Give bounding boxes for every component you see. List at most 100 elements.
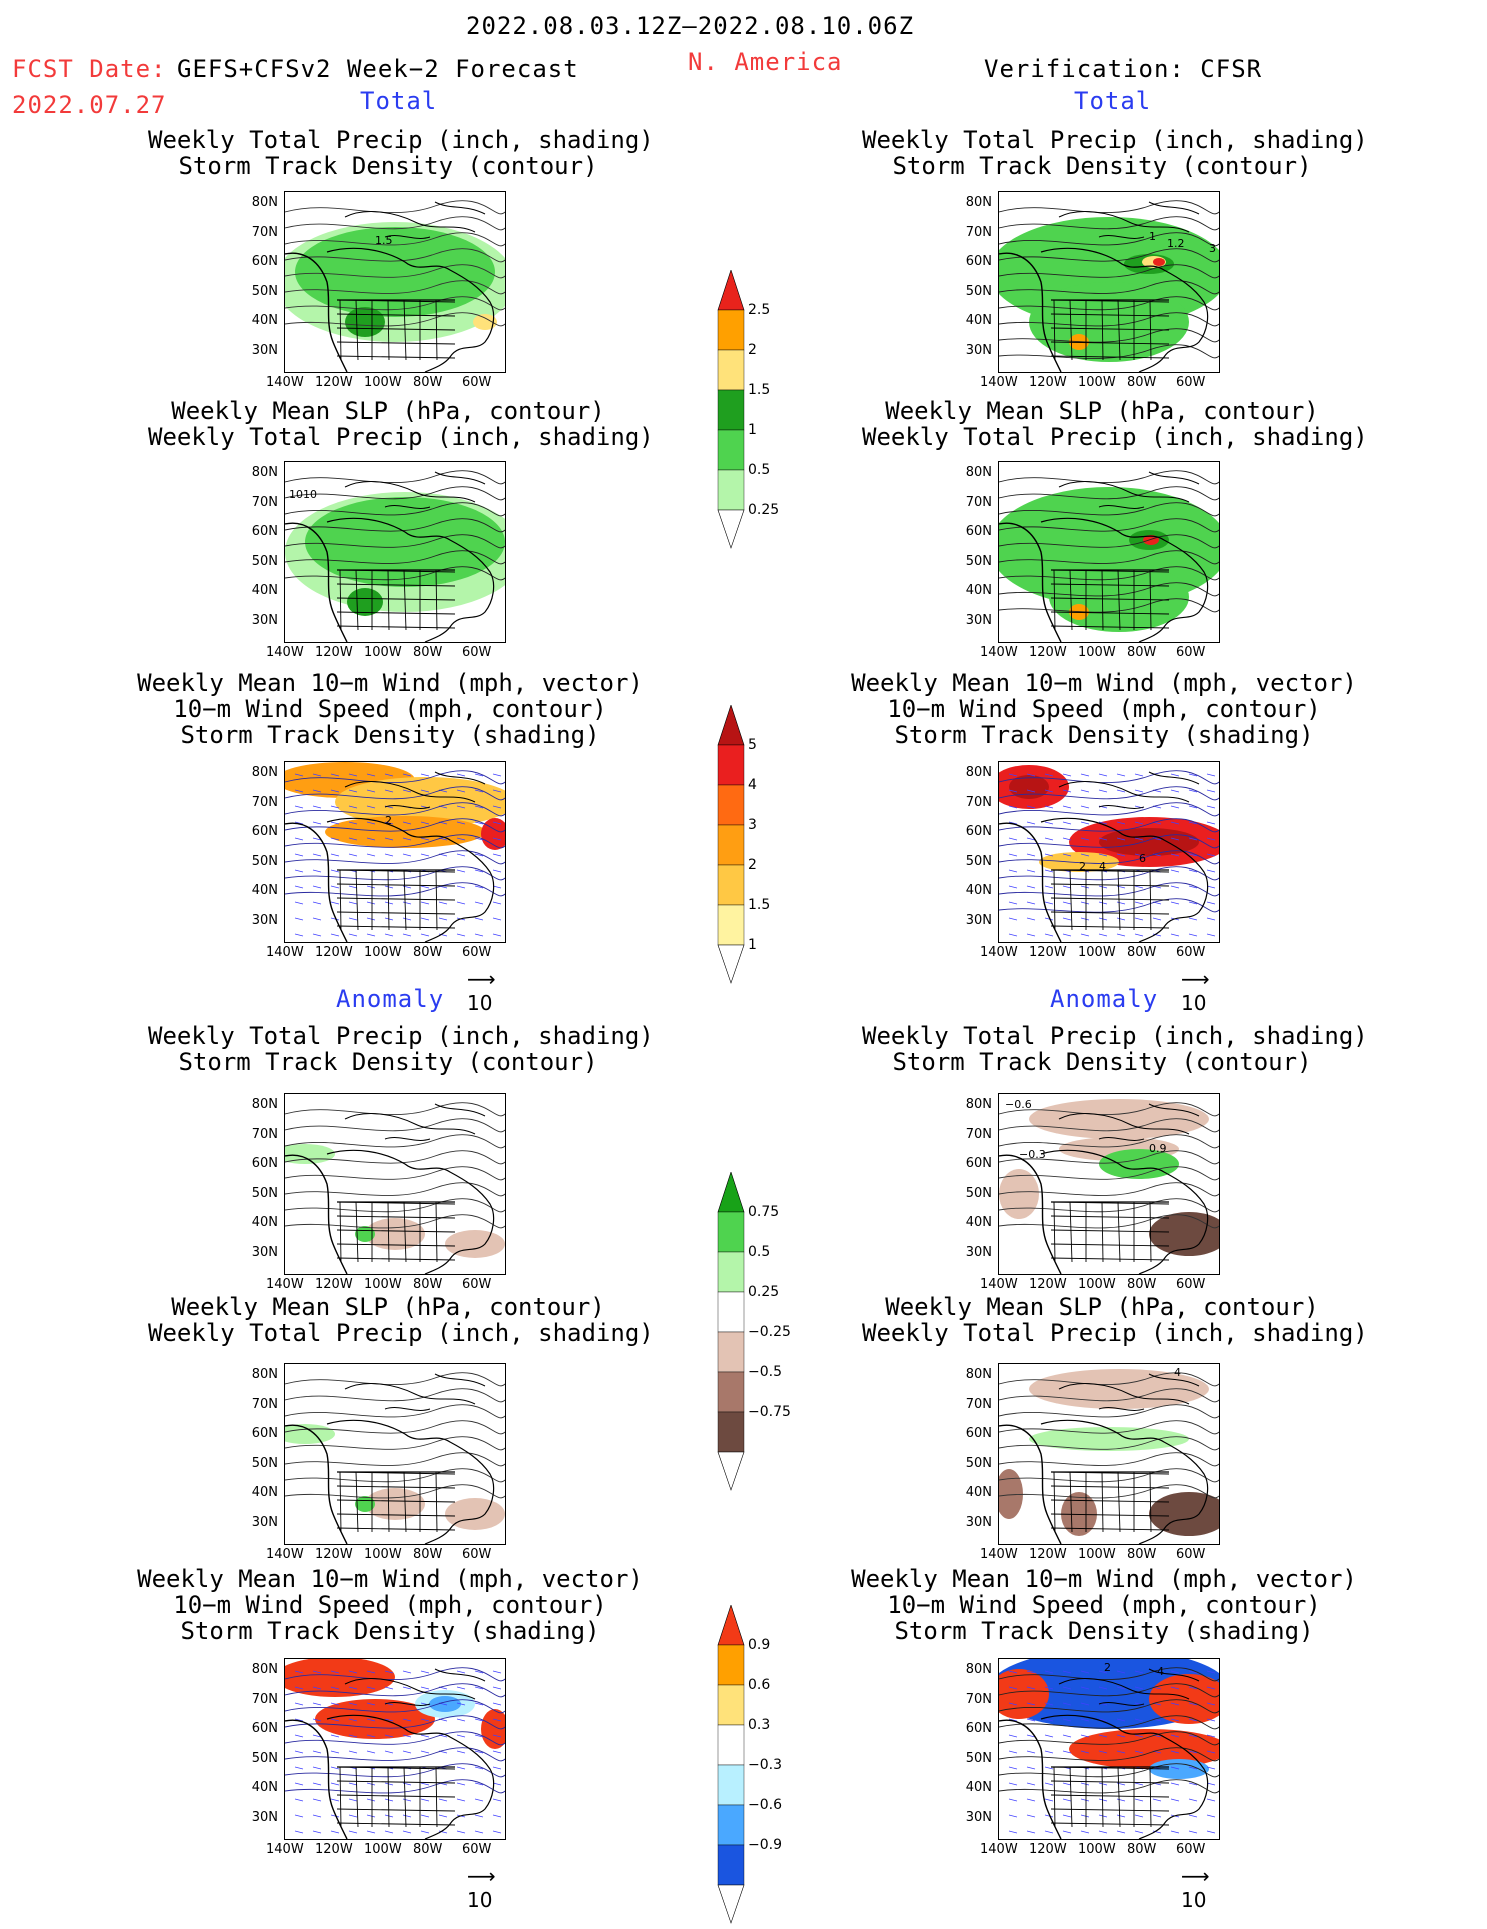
svg-text:2: 2 xyxy=(1104,1661,1111,1674)
lat-tick-label: 70N xyxy=(251,1396,278,1412)
map-fcst-total-precip: 1.5 xyxy=(284,191,506,373)
lat-tick-label: 40N xyxy=(251,583,278,598)
fcst-date-label: FCST Date: xyxy=(12,55,167,83)
period-title: 2022.08.03.12Z–2022.08.10.06Z xyxy=(466,12,915,40)
colorbar-anom-precip xyxy=(716,1171,746,1496)
lat-tick-label: 40N xyxy=(251,1780,278,1795)
lat-tick-label: 50N xyxy=(965,553,992,569)
lon-tick-label: 100W xyxy=(364,645,402,660)
lat-tick-label: 80N xyxy=(965,465,992,480)
lon-tick-label: 120W xyxy=(1029,1842,1067,1857)
lon-tick-label: 80W xyxy=(413,1277,443,1292)
lon-tick-label: 140W xyxy=(980,1842,1018,1857)
section-anomaly-left: Anomaly xyxy=(336,985,445,1013)
verification-label: Verification: CFSR xyxy=(984,55,1263,83)
colorbar-label: 0.75 xyxy=(748,1204,780,1220)
section-total-right: Total xyxy=(1074,87,1152,115)
lon-tick-label: 120W xyxy=(1029,1547,1067,1562)
map-ver-total-precip: 1 1.2 3 xyxy=(998,191,1220,373)
lat-tick-label: 40N xyxy=(965,1215,992,1230)
map-fcst-total-slp: 1010 xyxy=(284,461,506,643)
colorbar-total-precip xyxy=(716,269,746,554)
lat-tick-label: 50N xyxy=(965,1455,992,1471)
lat-tick-label: 30N xyxy=(251,1244,278,1260)
lon-tick-label: 80W xyxy=(413,375,443,390)
lat-tick-label: 40N xyxy=(251,1485,278,1500)
colorbar-label: 4 xyxy=(748,777,757,793)
lat-tick-label: 50N xyxy=(965,853,992,869)
lon-tick-label: 120W xyxy=(315,375,353,390)
lat-tick-label: 70N xyxy=(965,1396,992,1412)
lat-tick-label: 40N xyxy=(965,1780,992,1795)
lat-tick-label: 30N xyxy=(965,1809,992,1825)
lon-tick-label: 120W xyxy=(315,945,353,960)
lon-tick-label: 100W xyxy=(1078,1277,1116,1292)
lat-tick-label: 50N xyxy=(251,1185,278,1201)
lat-tick-label: 40N xyxy=(251,883,278,898)
lat-tick-label: 70N xyxy=(251,794,278,810)
colorbar-label: 0.25 xyxy=(748,502,780,518)
lat-tick-label: 40N xyxy=(965,883,992,898)
map-fcst-total-wind: 2 xyxy=(284,761,506,943)
colorbar-label: 1.5 xyxy=(748,897,771,913)
lat-tick-label: 80N xyxy=(251,465,278,480)
svg-text:1: 1 xyxy=(1149,230,1156,243)
title-ver-anom-slp: Weekly Mean SLP (hPa, contour) Weekly To… xyxy=(862,1293,1368,1347)
lon-tick-label: 60W xyxy=(462,645,492,660)
svg-text:−0.3: −0.3 xyxy=(1019,1148,1046,1161)
lat-tick-label: 40N xyxy=(965,583,992,598)
lat-tick-label: 60N xyxy=(251,254,278,269)
map-fcst-anom-wind xyxy=(284,1658,506,1840)
lat-tick-label: 60N xyxy=(251,1156,278,1171)
lon-tick-label: 80W xyxy=(1127,1547,1157,1562)
lat-tick-label: 30N xyxy=(251,342,278,358)
lon-tick-label: 100W xyxy=(1078,1547,1116,1562)
lat-tick-label: 70N xyxy=(251,224,278,240)
lat-tick-label: 30N xyxy=(965,1244,992,1260)
svg-text:4: 4 xyxy=(1174,1366,1181,1379)
colorbar-label: 0.25 xyxy=(748,1284,780,1300)
colorbar-label: 0.5 xyxy=(748,462,771,478)
lon-tick-label: 140W xyxy=(266,1842,304,1857)
svg-text:0.9: 0.9 xyxy=(1149,1142,1167,1155)
lon-tick-label: 60W xyxy=(462,945,492,960)
lon-tick-label: 140W xyxy=(980,1547,1018,1562)
colorbar-label: 0.3 xyxy=(748,1717,771,1733)
lon-tick-label: 60W xyxy=(462,375,492,390)
vector-ref-ver-total: ⟶ 10 xyxy=(1181,967,1210,1015)
lon-tick-label: 140W xyxy=(266,1277,304,1292)
colorbar-anom-track xyxy=(716,1604,746,1929)
lat-tick-label: 70N xyxy=(965,494,992,510)
svg-text:2: 2 xyxy=(385,814,392,827)
lat-tick-label: 40N xyxy=(251,1215,278,1230)
lon-tick-label: 100W xyxy=(1078,375,1116,390)
lat-tick-label: 80N xyxy=(251,195,278,210)
colorbar-label: 2.5 xyxy=(748,302,771,318)
lat-tick-label: 80N xyxy=(251,1662,278,1677)
lat-tick-label: 60N xyxy=(251,1721,278,1736)
lat-tick-label: 50N xyxy=(251,553,278,569)
svg-text:3: 3 xyxy=(1209,242,1216,255)
lat-tick-label: 60N xyxy=(965,254,992,269)
lon-tick-label: 60W xyxy=(1176,945,1206,960)
colorbar-label: 1 xyxy=(748,937,757,953)
colorbar-label: −0.75 xyxy=(748,1404,791,1420)
colorbar-label: 0.5 xyxy=(748,1244,771,1260)
lon-tick-label: 140W xyxy=(266,645,304,660)
lon-tick-label: 60W xyxy=(1176,1842,1206,1857)
lat-tick-label: 30N xyxy=(251,912,278,928)
lon-tick-label: 120W xyxy=(1029,1277,1067,1292)
colorbar-label: 5 xyxy=(748,737,757,753)
lat-tick-label: 30N xyxy=(251,612,278,628)
forecast-name: GEFS+CFSv2 Week−2 Forecast xyxy=(177,55,579,83)
title-fcst-total-slp: Weekly Mean SLP (hPa, contour) Weekly To… xyxy=(148,397,654,451)
lat-tick-label: 80N xyxy=(251,1097,278,1112)
lat-tick-label: 80N xyxy=(965,1097,992,1112)
lon-tick-label: 60W xyxy=(1176,375,1206,390)
lon-tick-label: 120W xyxy=(315,1842,353,1857)
lon-tick-label: 140W xyxy=(980,375,1018,390)
lat-tick-label: 60N xyxy=(965,1721,992,1736)
colorbar-label: −0.3 xyxy=(748,1757,782,1773)
